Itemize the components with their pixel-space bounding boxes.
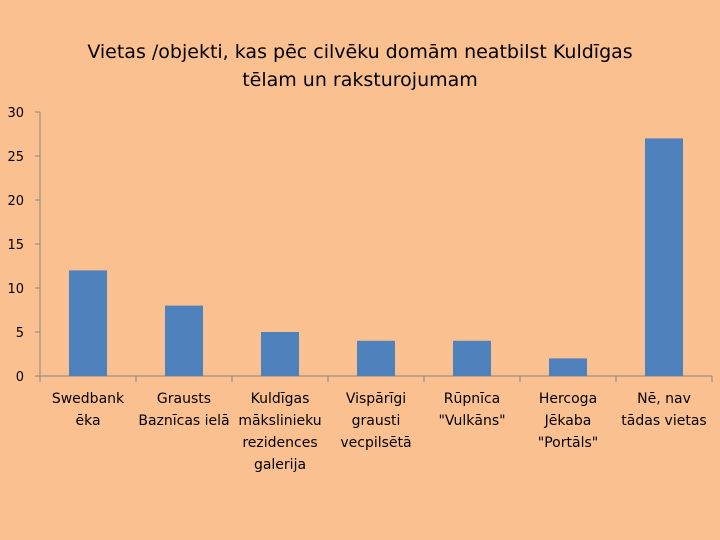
x-tick-label: Vispārīgi grausti vecpilsētā: [340, 391, 411, 451]
y-tick-label: 25: [7, 150, 24, 165]
y-tick-label: 0: [16, 370, 24, 385]
x-tick-label: Swedbank ēka: [52, 391, 125, 429]
y-tick-label: 15: [7, 238, 24, 253]
x-tick-label: Kuldīgas mākslinieku rezidences galerija: [238, 391, 321, 473]
bar: [261, 332, 299, 376]
x-tick-label: Nē, nav tādas vietas: [621, 391, 706, 429]
y-tick-label: 10: [7, 282, 24, 297]
bar: [357, 340, 395, 376]
bar: [453, 340, 491, 376]
bar: [165, 305, 203, 376]
bar: [645, 138, 683, 376]
chart-title-line-1: Vietas /objekti, kas pēc cilvēku domām n…: [87, 41, 633, 63]
bar: [549, 358, 587, 376]
y-tick-label: 5: [16, 326, 24, 341]
y-tick-label: 30: [7, 106, 24, 121]
y-tick-label: 20: [7, 194, 24, 209]
x-tick-label: Rūpnīca "Vulkāns": [438, 391, 505, 429]
chart-title: Vietas /objekti, kas pēc cilvēku domām n…: [0, 38, 720, 94]
bar: [69, 270, 107, 376]
x-tick-label: Hercoga Jēkaba "Portāls": [538, 391, 598, 451]
chart-title-line-2: tēlam un raksturojumam: [242, 69, 478, 91]
x-tick-label: Grausts Baznīcas ielā: [138, 391, 229, 429]
